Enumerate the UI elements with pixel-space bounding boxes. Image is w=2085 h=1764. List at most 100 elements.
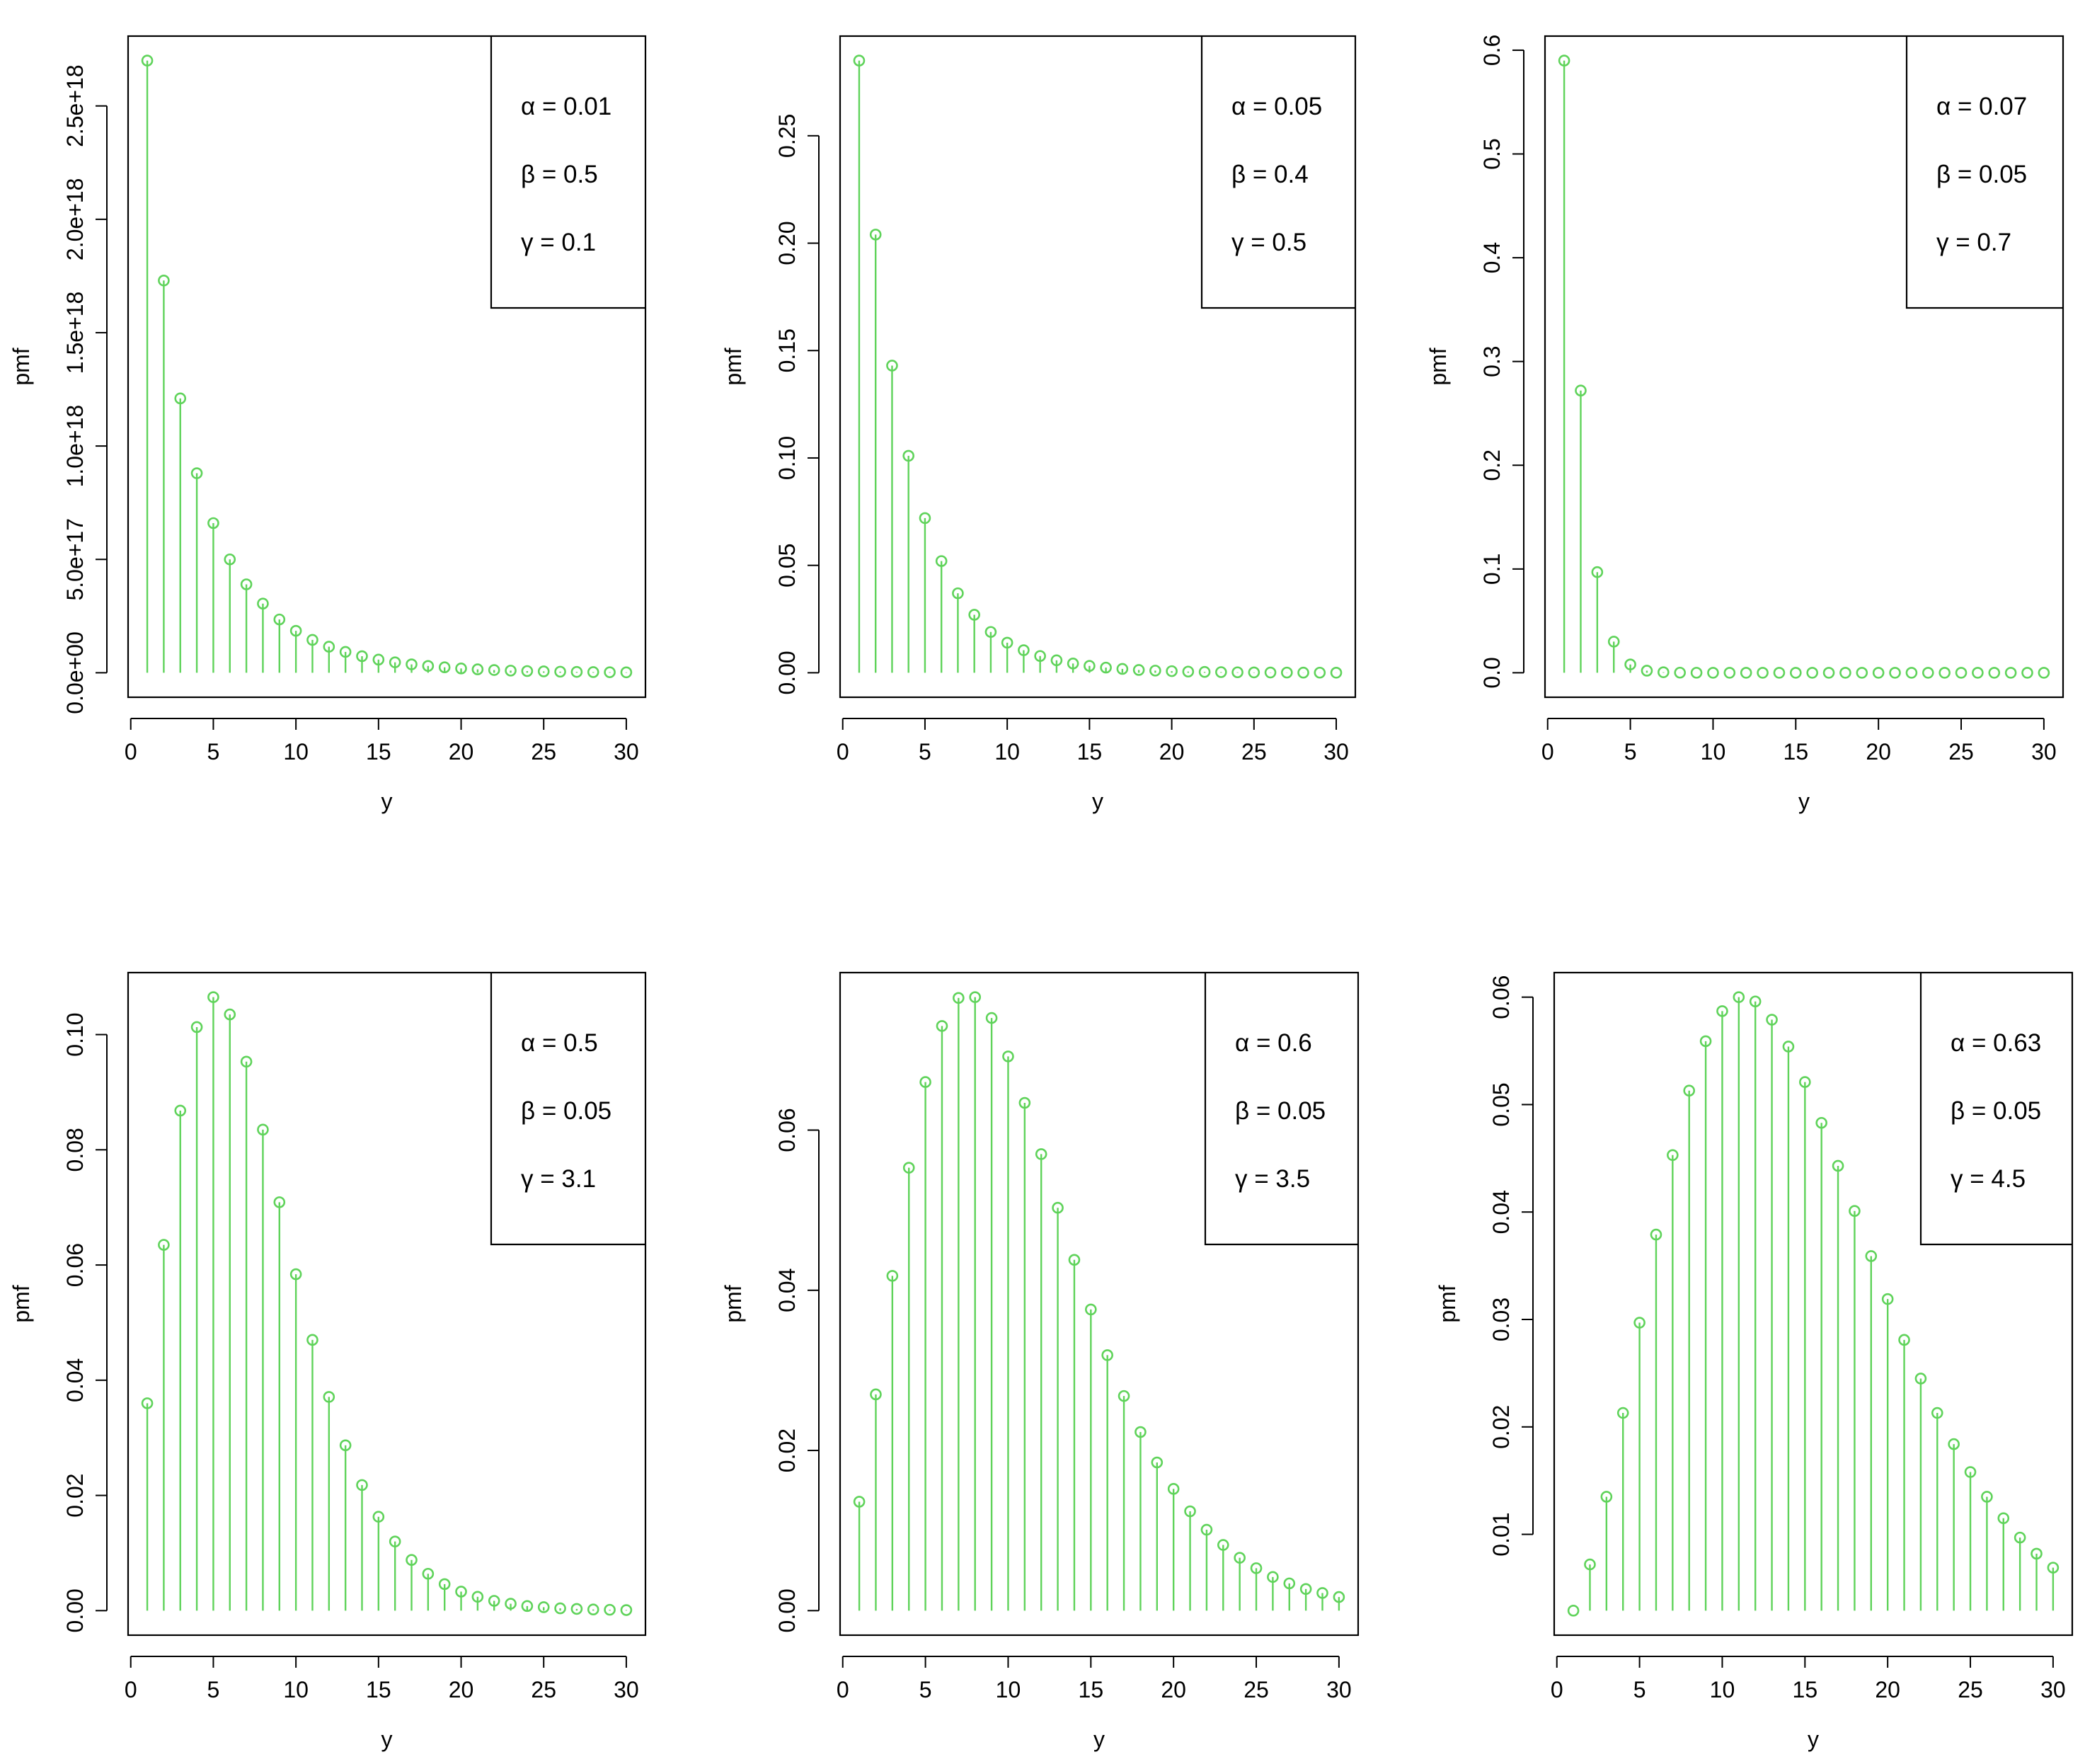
y-tick-label: 1.0e+18 bbox=[62, 405, 88, 488]
data-point bbox=[902, 449, 914, 462]
data-point bbox=[406, 1554, 418, 1567]
data-point bbox=[224, 553, 236, 566]
legend-box bbox=[1905, 36, 2063, 309]
x-tick-label: 25 bbox=[1243, 1677, 1269, 1702]
x-tick-label: 5 bbox=[1633, 1677, 1646, 1702]
y-tick-label: 0.01 bbox=[1488, 1512, 1514, 1556]
panel-3: 0 5 10 15 20 25 30 y 0.0 0.1 0.2 0.3 0.4 0.5 0.6 pmf α =… bbox=[1425, 35, 2064, 814]
data-point bbox=[1988, 667, 2001, 679]
legend-box bbox=[490, 36, 645, 309]
data-point bbox=[1184, 1505, 1196, 1518]
data-point bbox=[1002, 1050, 1014, 1063]
panel-1: 0 5 10 15 20 25 30 y 0.0e+00 5.0e+17 1.0e+18 1.5e+1… bbox=[8, 35, 647, 814]
data-point bbox=[1641, 665, 1653, 677]
data-point bbox=[1558, 55, 1570, 67]
data-point bbox=[870, 1388, 882, 1401]
y-axis-label: pmf bbox=[720, 1285, 746, 1322]
data-point bbox=[587, 1603, 599, 1616]
data-point bbox=[1217, 1539, 1229, 1551]
data-point bbox=[2004, 667, 2017, 679]
data-point bbox=[953, 992, 965, 1004]
data-point bbox=[1167, 1483, 1180, 1495]
x-tick-label: 15 bbox=[366, 1677, 391, 1702]
data-point bbox=[1248, 666, 1260, 679]
data-point bbox=[1330, 666, 1343, 679]
data-point bbox=[471, 663, 484, 675]
data-point bbox=[488, 664, 500, 676]
data-point bbox=[537, 665, 550, 677]
y-tick-label: 0.00 bbox=[774, 1588, 800, 1632]
data-point bbox=[1683, 1084, 1696, 1097]
data-point bbox=[1316, 1587, 1328, 1599]
data-point bbox=[1822, 667, 1835, 679]
y-tick-label: 0.1 bbox=[1479, 554, 1505, 585]
x-tick-label: 10 bbox=[283, 739, 309, 764]
data-point bbox=[1782, 1041, 1795, 1053]
data-point bbox=[1658, 666, 1670, 678]
data-point bbox=[919, 512, 931, 525]
data-point bbox=[1872, 667, 1885, 679]
data-point bbox=[207, 991, 219, 1003]
data-point bbox=[190, 1021, 203, 1033]
data-point bbox=[936, 1020, 948, 1032]
data-point bbox=[1839, 667, 1851, 679]
y-tick-label: 0.06 bbox=[1488, 975, 1514, 1019]
data-point bbox=[1633, 1317, 1645, 1329]
y-tick-label: 0.03 bbox=[1488, 1298, 1514, 1341]
data-point bbox=[323, 641, 335, 653]
plot-frame bbox=[839, 35, 1357, 699]
y-axis-label: pmf bbox=[8, 348, 34, 385]
x-tick-label: 10 bbox=[1701, 739, 1726, 764]
data-point bbox=[1790, 667, 1802, 679]
data-point bbox=[1281, 666, 1293, 679]
x-axis-label: y bbox=[1092, 789, 1103, 814]
data-point bbox=[422, 1567, 435, 1580]
y-tick-label: 0.04 bbox=[1488, 1190, 1514, 1234]
data-point bbox=[1832, 1159, 1844, 1172]
data-point bbox=[587, 666, 599, 678]
data-point bbox=[2021, 667, 2033, 679]
data-point bbox=[1799, 1076, 1811, 1088]
x-axis-label: y bbox=[1798, 789, 1810, 814]
x-tick-label: 15 bbox=[1077, 739, 1103, 764]
x-tick-label: 0 bbox=[837, 739, 849, 764]
panel-5: 0 5 10 15 20 25 30 y 0.00 0.02 0.04 0.06 pmf α = 0.6 β… bbox=[720, 971, 1360, 1752]
data-point bbox=[240, 1055, 253, 1068]
data-point bbox=[1591, 566, 1604, 578]
data-point bbox=[158, 274, 170, 287]
data-point bbox=[339, 1439, 352, 1452]
legend-box bbox=[490, 973, 645, 1246]
data-point bbox=[1299, 1583, 1312, 1596]
y-tick-label: 0.10 bbox=[774, 436, 800, 480]
data-point bbox=[604, 666, 616, 678]
data-point bbox=[1997, 1512, 2010, 1525]
data-point bbox=[620, 666, 633, 679]
data-point bbox=[1733, 991, 1745, 1003]
y-tick-label: 0.04 bbox=[62, 1358, 88, 1402]
data-point bbox=[2047, 1562, 2060, 1574]
data-point bbox=[1889, 667, 1901, 679]
data-point bbox=[1264, 666, 1277, 679]
data-point bbox=[488, 1595, 500, 1607]
y-tick-label: 0.05 bbox=[774, 544, 800, 588]
data-point bbox=[141, 1397, 154, 1409]
y-tick-label: 0.6 bbox=[1479, 35, 1505, 66]
legend-box bbox=[1200, 36, 1355, 309]
x-tick-label: 30 bbox=[1323, 739, 1349, 764]
x-tick-label: 10 bbox=[283, 1677, 309, 1702]
data-point bbox=[570, 665, 583, 678]
data-point bbox=[1931, 1407, 1943, 1419]
y-tick-label: 0.02 bbox=[62, 1473, 88, 1517]
data-point bbox=[1766, 1014, 1778, 1026]
data-point bbox=[306, 634, 318, 646]
data-point bbox=[1052, 1201, 1064, 1214]
x-tick-label: 0 bbox=[1551, 1677, 1563, 1702]
data-point bbox=[1050, 654, 1063, 667]
x-tick-label: 30 bbox=[2040, 1677, 2066, 1702]
x-tick-label: 5 bbox=[1624, 739, 1637, 764]
data-point bbox=[1972, 667, 1984, 679]
data-point bbox=[2014, 1531, 2026, 1544]
legend-entry: α = 0.5 bbox=[521, 1029, 598, 1057]
legend-entry: β = 0.5 bbox=[521, 161, 598, 188]
x-tick-label: 5 bbox=[207, 1677, 220, 1702]
